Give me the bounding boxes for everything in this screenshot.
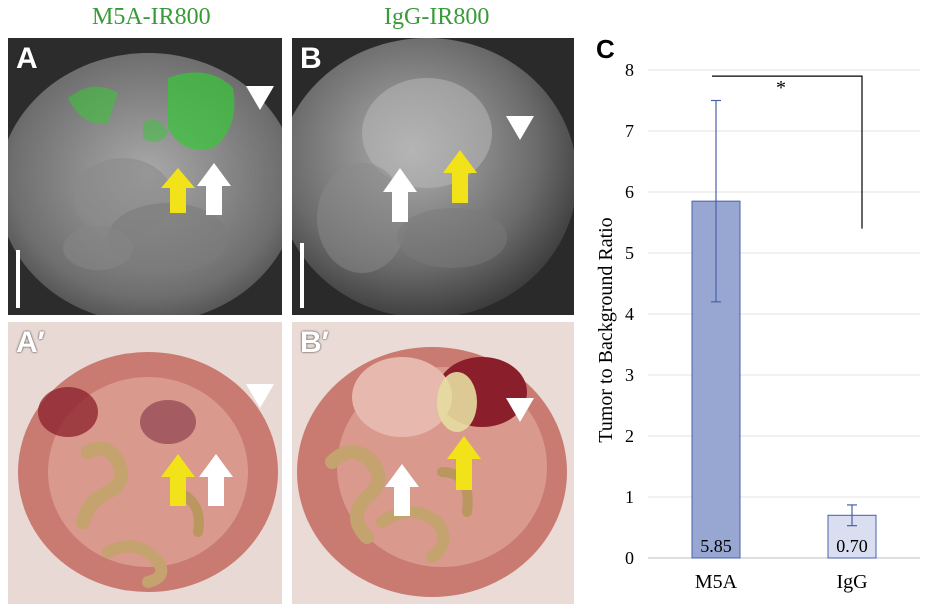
y-tick-label: 3 (625, 365, 634, 385)
panel-label-b: B (300, 42, 322, 75)
y-tick-label: 8 (625, 60, 634, 80)
y-tick-label: 5 (625, 243, 634, 263)
significance-star: * (776, 77, 786, 99)
white-arrow-icon (385, 464, 419, 516)
panel-label-a-prime: A′ (16, 326, 45, 359)
y-tick-label: 2 (625, 426, 634, 446)
error-bars (711, 99, 857, 527)
white-arrowhead-icon (246, 86, 274, 110)
white-arrow-icon (197, 163, 231, 215)
fluorescence-signal (68, 86, 118, 124)
bar-chart: 0 1 2 3 4 5 6 7 8 5.85 M5A 0.70 IgG * Tumor to Back… (595, 60, 920, 593)
bar-value-label: 0.70 (836, 536, 868, 556)
panel-b-prime-image: B′ (292, 322, 574, 604)
panel-label-a: A (16, 42, 38, 75)
white-arrow-icon (199, 454, 233, 506)
col-title-igg: IgG-IR800 (384, 4, 490, 30)
bar-value-label: 5.85 (700, 536, 732, 556)
fluorescence-signal (143, 119, 168, 142)
panel-b-image: B (292, 38, 574, 315)
white-arrowhead-icon (506, 116, 534, 140)
fluorescence-signal (168, 72, 235, 150)
white-arrowhead-icon (246, 384, 274, 408)
col-title-m5a: M5A-IR800 (92, 4, 211, 30)
y-tick-label: 7 (625, 121, 634, 141)
scale-bar (16, 250, 20, 308)
x-tick-label: M5A (695, 571, 738, 593)
yellow-arrow-icon (447, 436, 481, 490)
x-tick-label: IgG (836, 571, 867, 593)
yellow-arrow-icon (443, 150, 477, 203)
white-arrowhead-icon (506, 398, 534, 422)
scale-bar (300, 243, 304, 308)
white-arrow-icon (383, 168, 417, 222)
y-tick-labels: 0 1 2 3 4 5 6 7 8 (625, 60, 634, 568)
panel-a-prime-image: A′ (8, 322, 282, 604)
panel-a-image: A (8, 38, 282, 315)
y-tick-label: 6 (625, 182, 634, 202)
yellow-arrow-icon (161, 168, 195, 213)
y-tick-label: 0 (625, 548, 634, 568)
y-tick-label: 4 (625, 304, 634, 324)
yellow-arrow-icon (161, 454, 195, 506)
bracket-line (712, 75, 863, 229)
bars: 5.85 M5A 0.70 IgG (691, 200, 877, 593)
chart-panel-label: C (596, 34, 615, 64)
gridlines (648, 69, 920, 559)
y-axis-label: Tumor to Background Ratio (595, 217, 617, 442)
panel-label-b-prime: B′ (300, 326, 329, 359)
y-tick-label: 1 (625, 487, 634, 507)
significance-bracket: * (712, 75, 863, 229)
